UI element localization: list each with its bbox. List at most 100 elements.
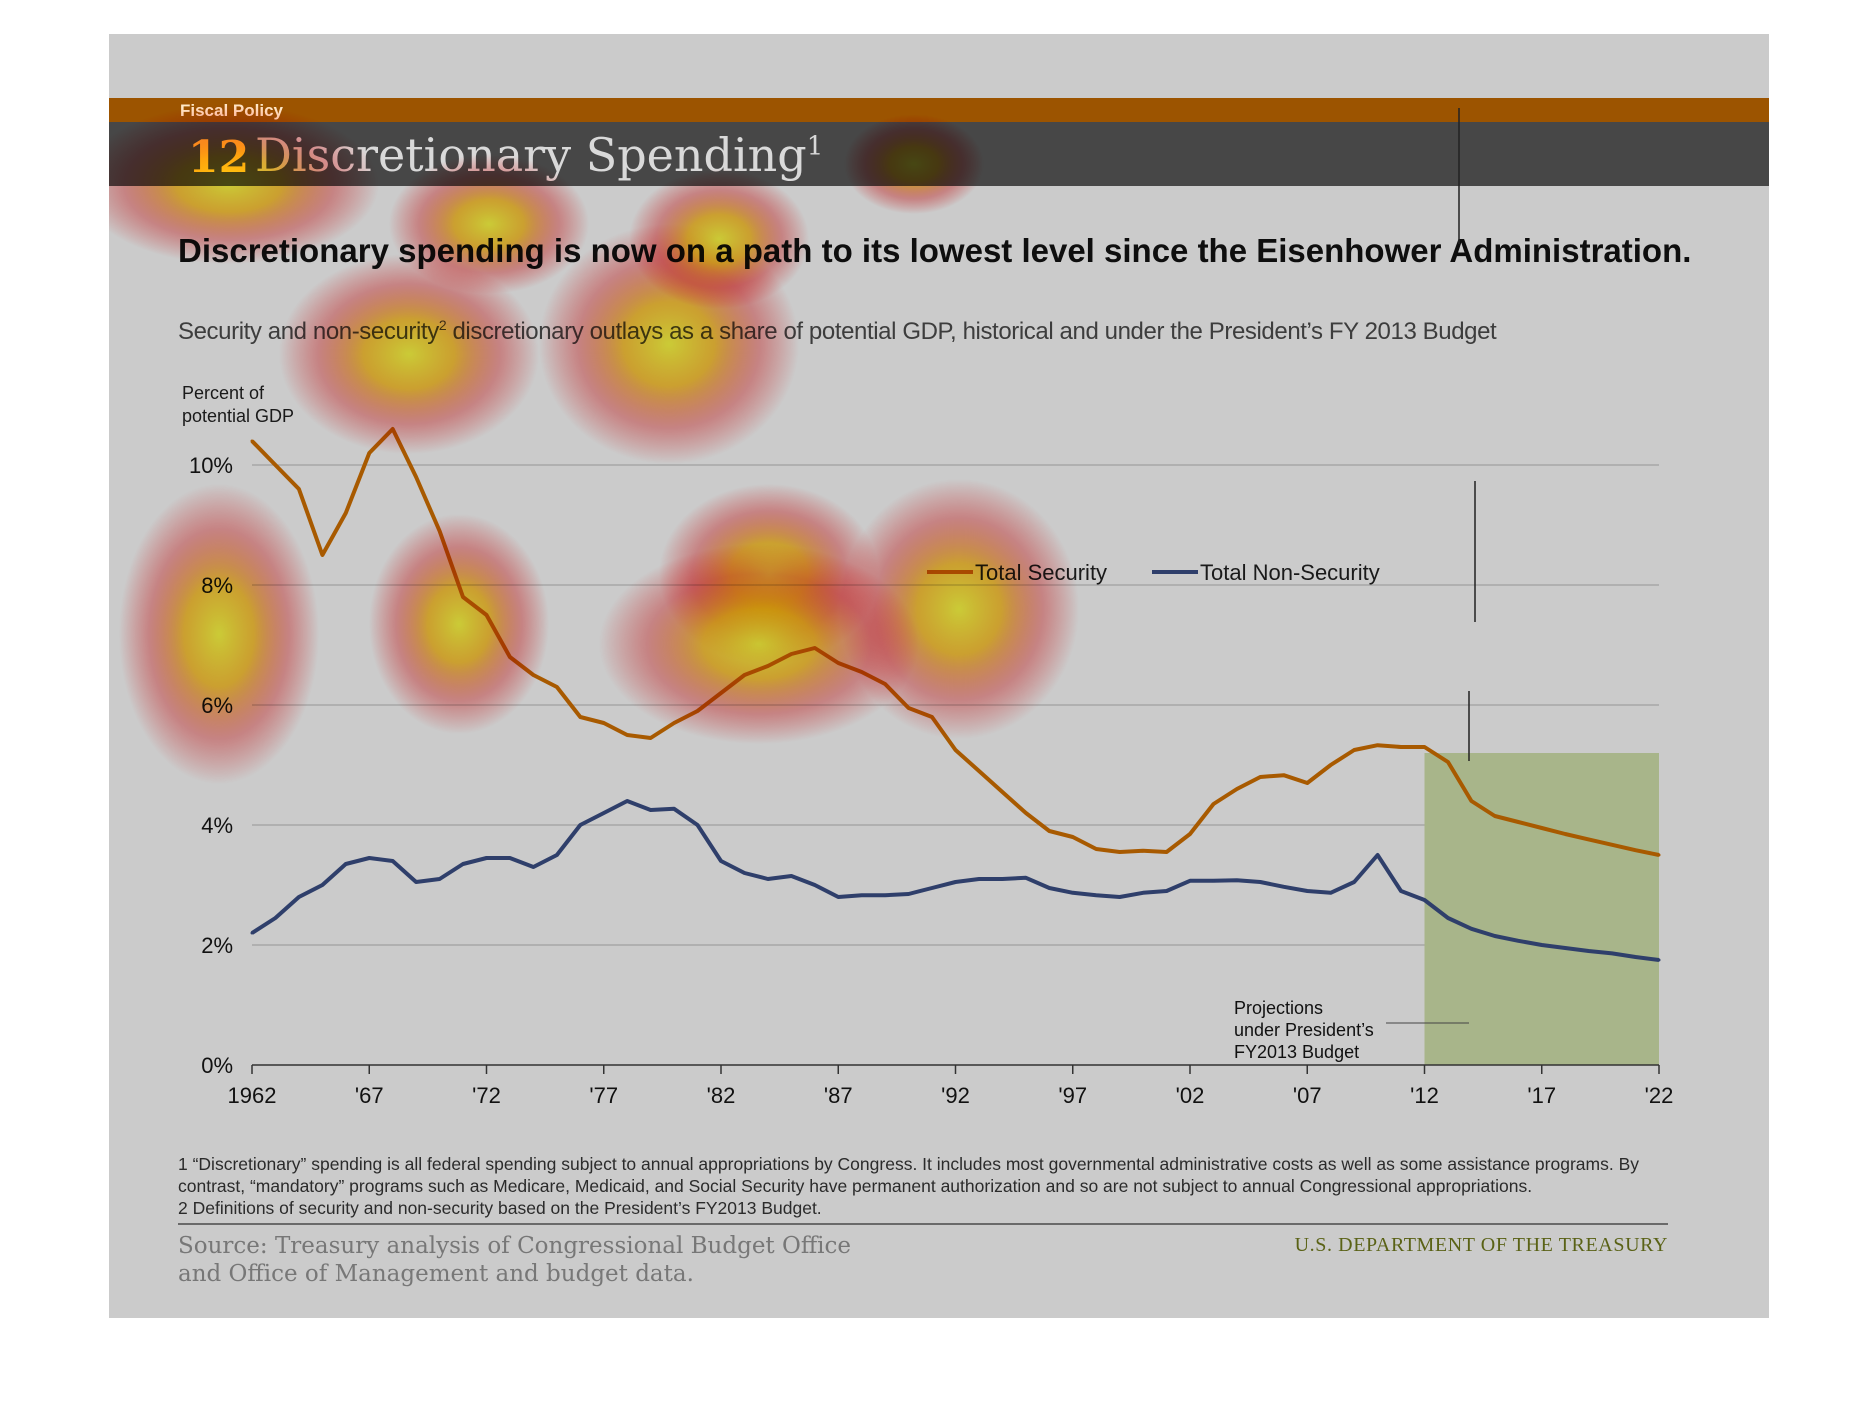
security-point: [1610, 843, 1614, 847]
security-point: [344, 511, 348, 515]
security-point: [1446, 760, 1450, 764]
security-point: [860, 670, 864, 674]
security-point: [1657, 853, 1661, 857]
non-security-point: [1352, 880, 1356, 884]
x-tick-label: 1962: [228, 1083, 277, 1108]
total-non-security-points: [250, 799, 1661, 962]
security-point: [1423, 745, 1426, 749]
security-point: [954, 748, 957, 752]
y-axis-title: Percent of potential GDP: [182, 383, 294, 426]
non-security-point: [1094, 893, 1098, 897]
y-tick-label: 2%: [201, 933, 233, 958]
security-point: [1282, 773, 1286, 777]
non-security-point: [1540, 943, 1544, 947]
security-point: [508, 655, 512, 659]
security-point: [250, 439, 254, 443]
projection-label-line: under President’s: [1234, 1020, 1374, 1040]
x-tick-label: '22: [1645, 1083, 1674, 1108]
security-point: [1000, 790, 1004, 794]
security-point: [1469, 799, 1473, 803]
non-security-point: [649, 808, 653, 812]
non-security-point: [719, 859, 723, 863]
non-security-point: [531, 865, 535, 869]
security-point: [1399, 745, 1403, 749]
security-point: [320, 553, 324, 557]
non-security-point: [578, 823, 582, 827]
non-security-point: [883, 893, 887, 897]
non-security-point: [1493, 934, 1497, 938]
non-security-point: [1587, 949, 1591, 953]
non-security-point: [1165, 889, 1169, 893]
non-security-point: [1258, 880, 1262, 884]
non-security-point: [1376, 853, 1380, 857]
security-point: [649, 736, 653, 740]
line-chart: 0% 2% 4% 6% 8% 10% 1962 '67 '72 '77 '82 '87 '92 '97 '…: [182, 108, 1674, 1108]
security-point: [1211, 802, 1215, 806]
legend-label: Total Security: [975, 560, 1107, 585]
non-security-point: [1141, 891, 1145, 895]
security-point: [907, 706, 911, 710]
non-security-point: [930, 886, 934, 890]
non-security-point: [1329, 891, 1333, 895]
non-security-point: [320, 883, 324, 887]
non-security-point: [1305, 889, 1309, 893]
non-security-point: [273, 916, 277, 920]
non-security-point: [696, 823, 700, 827]
non-security-point: [1047, 886, 1051, 890]
security-point: [1258, 775, 1262, 779]
y-tick-label: 4%: [201, 813, 233, 838]
non-security-point: [508, 856, 512, 860]
security-point: [766, 664, 770, 668]
non-security-point: [485, 856, 488, 860]
non-security-point: [1634, 955, 1638, 959]
security-point: [789, 652, 793, 656]
non-security-point: [344, 862, 348, 866]
security-point: [1516, 820, 1520, 824]
security-point: [1493, 814, 1497, 818]
non-security-point: [1211, 879, 1215, 883]
footnote-1-line-2: contrast, “mandatory” programs such as M…: [178, 1176, 1533, 1196]
security-point: [578, 715, 582, 719]
non-security-point: [1024, 876, 1028, 880]
x-tick-label: '12: [1410, 1083, 1439, 1108]
x-tick-label: '82: [707, 1083, 736, 1108]
non-security-point: [1657, 958, 1661, 962]
security-point: [1329, 763, 1333, 767]
non-security-point: [813, 883, 817, 887]
projection-shade: [1424, 753, 1659, 1065]
security-point: [414, 475, 418, 479]
non-security-point: [1000, 877, 1004, 881]
security-point: [930, 715, 934, 719]
x-tick-label: '17: [1527, 1083, 1556, 1108]
security-point: [1540, 826, 1544, 830]
security-point: [602, 721, 606, 725]
security-point: [742, 673, 746, 677]
security-point: [977, 769, 981, 773]
security-point: [297, 487, 301, 491]
source-note: Source: Treasury analysis of Congression…: [178, 1233, 852, 1287]
security-point: [1305, 781, 1309, 785]
non-security-point: [1282, 885, 1286, 889]
security-point: [1352, 748, 1356, 752]
security-point: [1376, 743, 1380, 747]
non-security-point: [672, 807, 676, 811]
footnote-2: 2 Definitions of security and non-securi…: [178, 1198, 822, 1218]
security-point: [1188, 832, 1192, 836]
x-tick-label: '87: [824, 1083, 853, 1108]
footer-divider: [178, 1223, 1668, 1225]
non-security-point: [766, 877, 770, 881]
security-point: [813, 646, 817, 650]
non-security-point: [367, 856, 371, 860]
y-tick-label: 8%: [201, 573, 233, 598]
security-point: [672, 721, 676, 725]
non-security-point: [414, 880, 418, 884]
security-point: [625, 733, 629, 737]
security-point: [1634, 848, 1638, 852]
non-security-point: [602, 811, 606, 815]
non-security-point: [1446, 916, 1450, 920]
non-security-point: [1399, 889, 1403, 893]
y-axis-title-line: Percent of: [182, 383, 265, 403]
slide-title-footnote-ref: 1: [806, 131, 824, 162]
security-point: [1094, 847, 1098, 851]
non-security-point: [860, 893, 864, 897]
